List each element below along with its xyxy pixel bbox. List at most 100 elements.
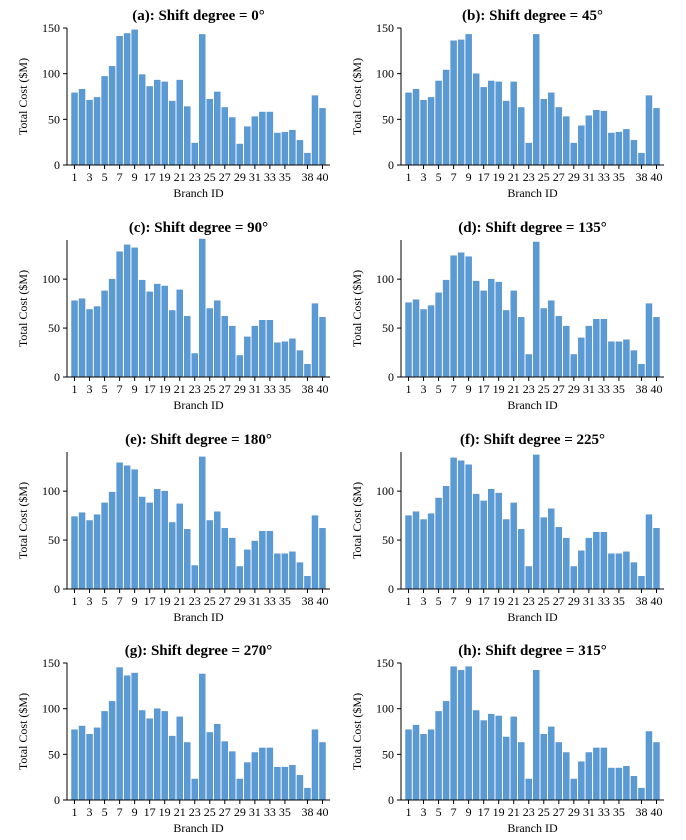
bar: [319, 528, 326, 590]
y-tick-label: 150: [376, 656, 394, 670]
bar: [653, 742, 660, 801]
y-tick-label: 150: [42, 656, 60, 670]
bar: [540, 99, 547, 166]
x-tick-label: 17: [478, 170, 490, 184]
x-tick-label: 25: [538, 805, 550, 819]
bar: [123, 33, 131, 166]
x-tick-label: 27: [553, 170, 565, 184]
bar: [311, 95, 319, 166]
x-axis-label: Branch ID: [173, 610, 224, 624]
y-tick-label: 0: [388, 793, 394, 807]
x-tick-label: 7: [451, 594, 457, 608]
y-tick-label: 100: [376, 272, 394, 286]
bar: [153, 488, 161, 590]
x-tick-label: 3: [87, 170, 93, 184]
x-tick-label: 25: [204, 805, 216, 819]
x-tick-label: 33: [264, 170, 276, 184]
bar: [465, 256, 472, 378]
bar: [289, 551, 296, 590]
bar: [146, 86, 153, 166]
bar: [525, 354, 532, 378]
bar: [600, 319, 608, 378]
bar: [442, 486, 450, 590]
y-tick-label: 0: [54, 582, 60, 596]
bar: [472, 493, 480, 590]
bar: [259, 747, 266, 801]
bar: [593, 532, 600, 590]
x-tick-label: 38: [635, 594, 647, 608]
bar: [510, 716, 517, 801]
y-tick-label: 100: [42, 272, 60, 286]
bar: [653, 317, 660, 378]
bar: [540, 517, 547, 590]
bar: [623, 551, 630, 590]
bar: [86, 309, 93, 378]
bar: [442, 69, 450, 166]
x-tick-label: 27: [553, 594, 565, 608]
bar: [578, 337, 585, 378]
x-tick-label: 31: [249, 382, 261, 396]
x-tick-label: 1: [72, 170, 78, 184]
bar: [101, 711, 108, 801]
bar: [435, 711, 442, 801]
bar: [281, 553, 289, 590]
bar: [645, 95, 653, 166]
x-tick-label: 1: [72, 382, 78, 396]
bar: [199, 673, 206, 801]
x-tick-label: 1: [406, 382, 412, 396]
bar: [176, 503, 183, 590]
x-tick-label: 27: [219, 170, 231, 184]
bar: [480, 290, 487, 378]
y-tick-label: 150: [376, 21, 394, 35]
bar: [229, 751, 236, 801]
bar: [480, 87, 487, 166]
bar: [442, 279, 450, 378]
bar: [123, 244, 131, 378]
x-tick-label: 29: [568, 382, 580, 396]
bar: [405, 92, 412, 166]
bar: [101, 290, 108, 378]
x-tick-label: 29: [568, 170, 580, 184]
x-tick-label: 19: [159, 170, 171, 184]
bar: [319, 742, 326, 801]
bar: [585, 325, 593, 378]
bar: [623, 339, 630, 378]
x-tick-label: 3: [421, 170, 427, 184]
bar: [259, 320, 266, 378]
bar: [236, 566, 244, 590]
bar: [176, 79, 183, 166]
bar: [608, 341, 615, 378]
bar: [518, 529, 525, 590]
bar: [435, 497, 442, 590]
bar: [296, 140, 304, 166]
x-tick-label: 27: [553, 805, 565, 819]
bar: [525, 566, 532, 590]
bar: [518, 742, 525, 801]
bar: [630, 350, 638, 378]
bar: [289, 765, 296, 801]
x-tick-label: 40: [316, 382, 328, 396]
x-tick-label: 17: [478, 382, 490, 396]
bar: [555, 527, 562, 590]
bar: [600, 532, 608, 590]
bar: [266, 747, 274, 801]
chart-title: (d): Shift degree = 135°: [458, 220, 606, 236]
bar: [206, 732, 213, 801]
x-tick-label: 40: [650, 805, 662, 819]
bar: [533, 34, 540, 166]
x-tick-label: 29: [234, 170, 246, 184]
x-tick-label: 21: [174, 382, 186, 396]
bar: [168, 100, 176, 166]
bar: [274, 766, 281, 801]
x-tick-label: 27: [553, 382, 565, 396]
bar: [116, 251, 123, 378]
x-axis-label: Branch ID: [507, 186, 558, 200]
bar: [78, 512, 86, 590]
bar: [289, 130, 296, 166]
bar: [615, 341, 623, 378]
x-tick-label: 17: [144, 170, 156, 184]
chart-title: (e): Shift degree = 180°: [125, 432, 272, 448]
x-tick-label: 9: [132, 805, 138, 819]
